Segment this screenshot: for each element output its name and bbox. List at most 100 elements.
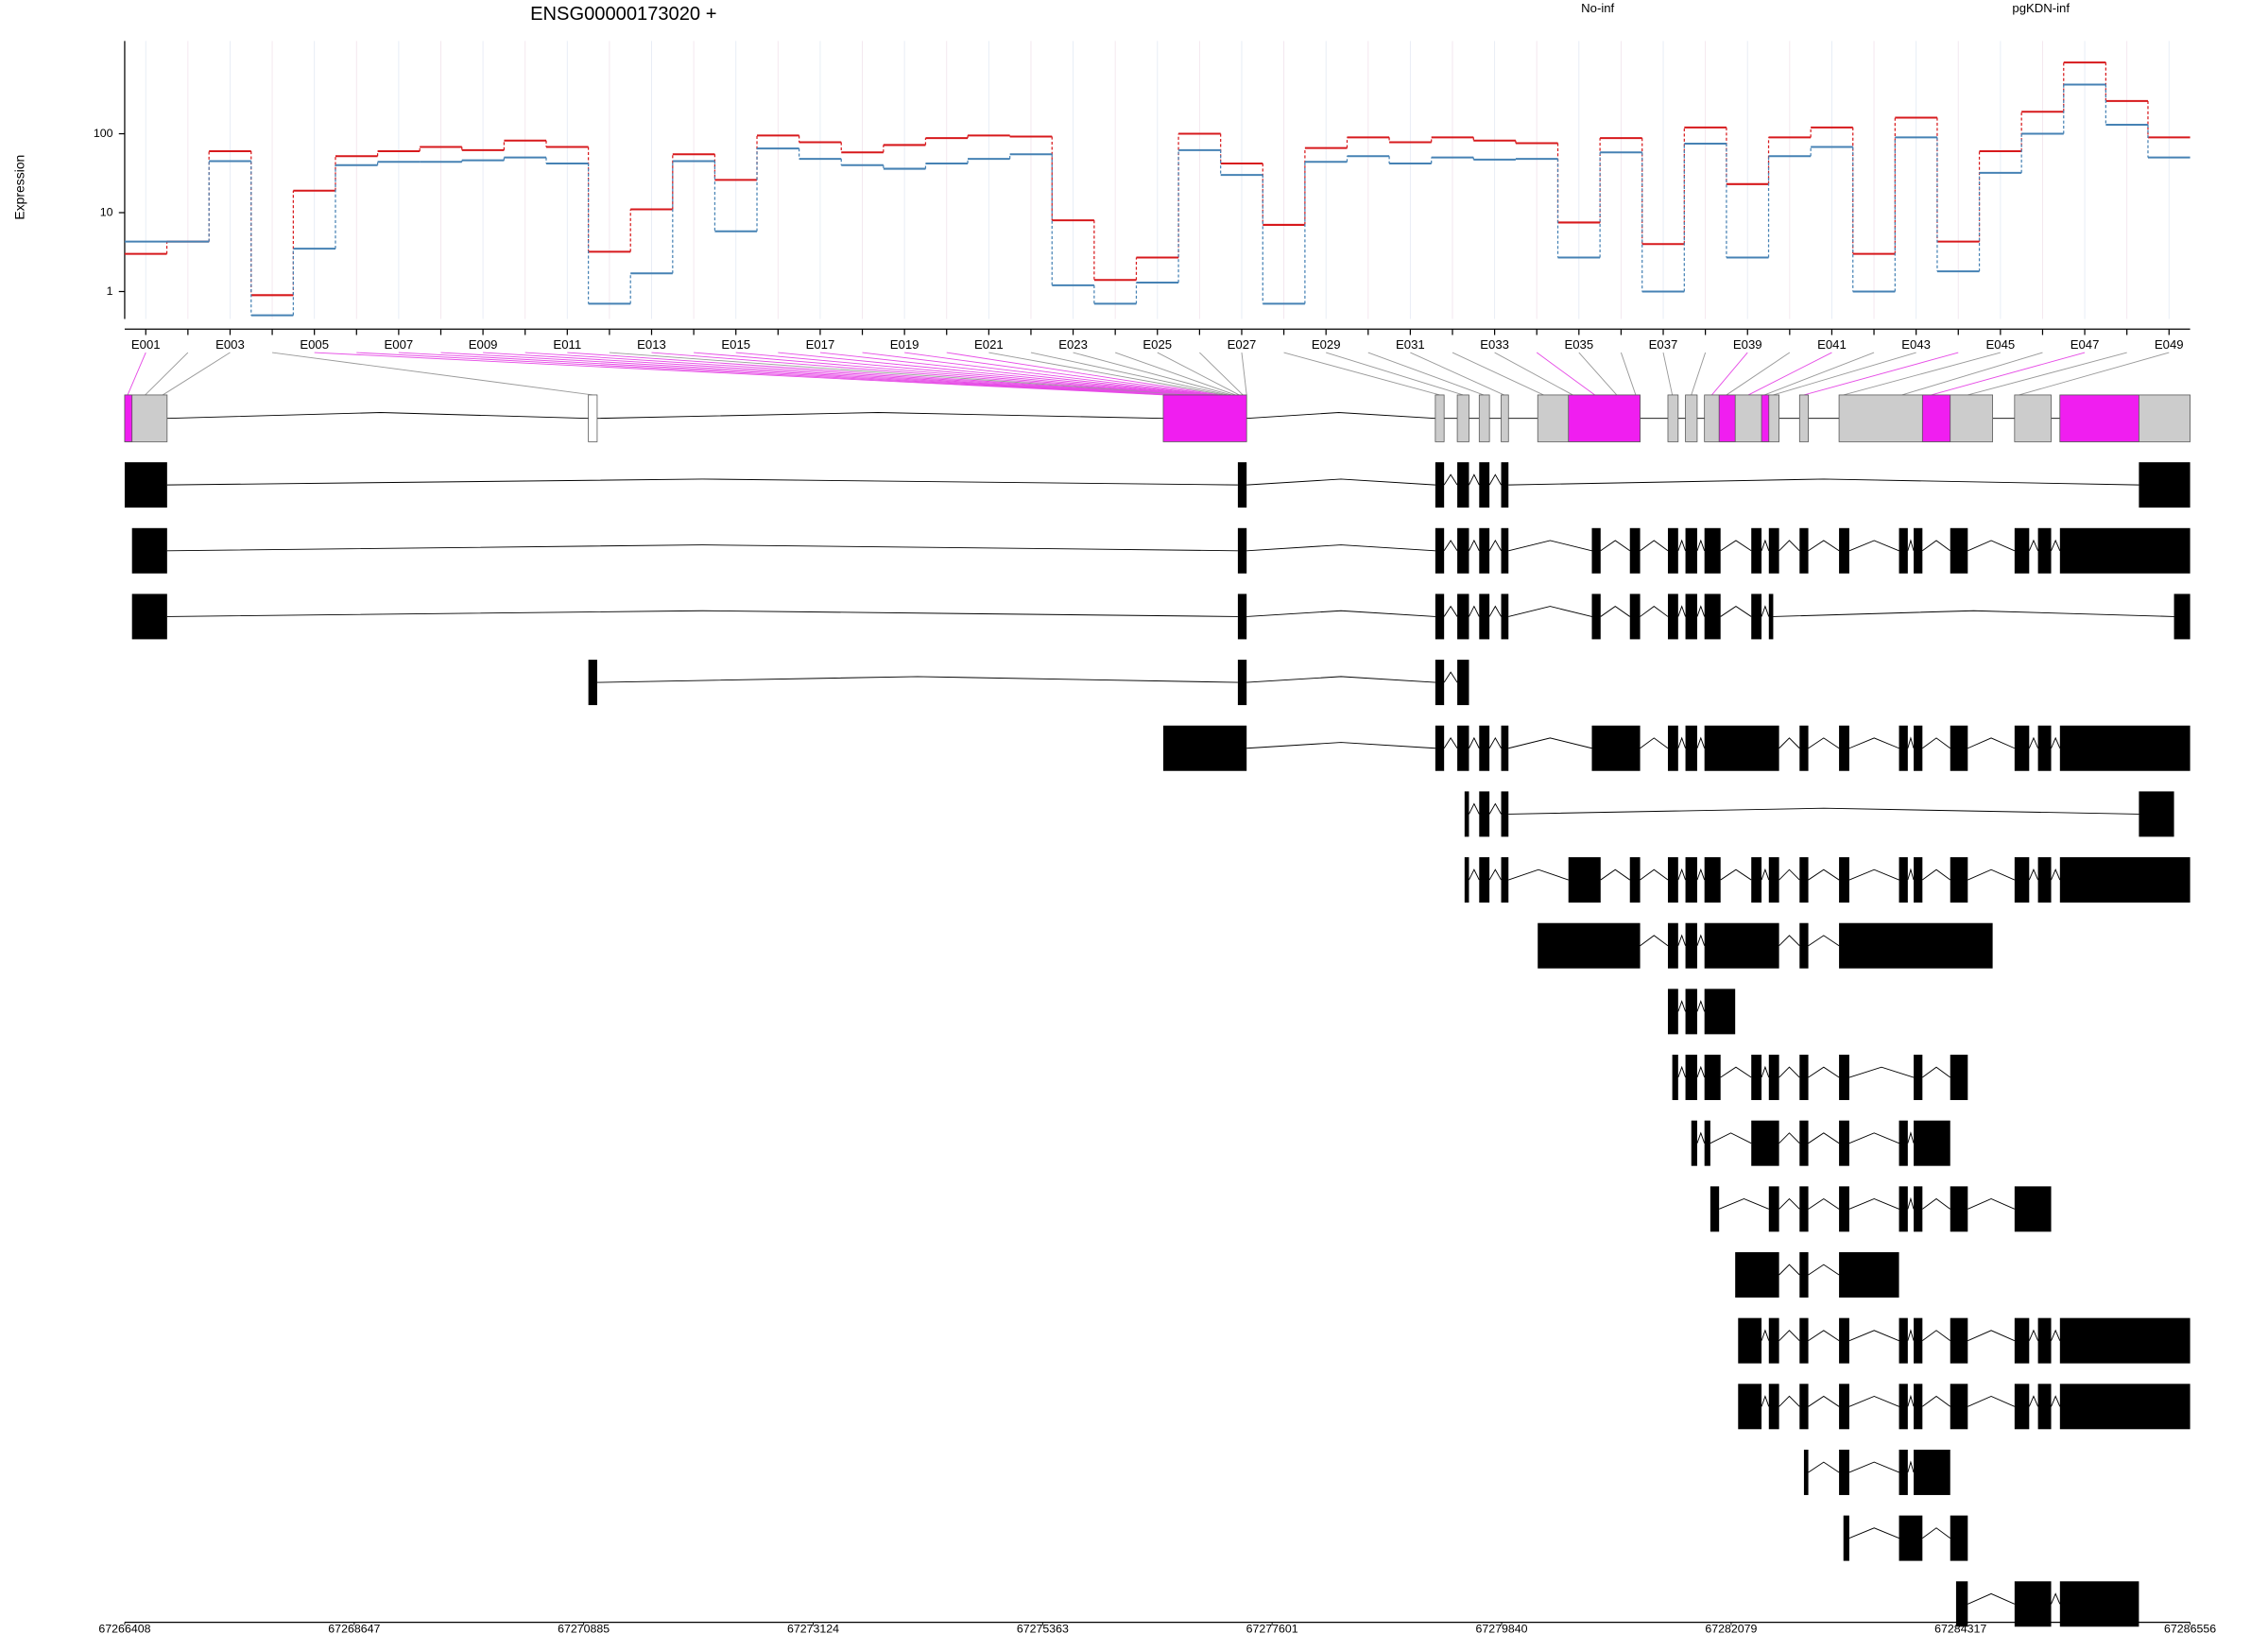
exon-connector — [988, 352, 1225, 396]
y-tick-label: 1 — [107, 284, 113, 298]
intron — [1720, 869, 1752, 881]
genomic-tick-label: 67284317 — [1934, 1623, 1986, 1634]
transcript-exon — [1768, 527, 1779, 574]
intron — [1778, 540, 1800, 552]
transcript-exon — [1501, 593, 1509, 640]
intron — [1761, 1329, 1770, 1341]
intron — [1848, 737, 1899, 749]
intron — [1469, 539, 1480, 551]
transcript-exon — [1751, 1120, 1779, 1166]
intron — [1696, 934, 1706, 946]
transcript-exon — [1479, 791, 1490, 837]
intron — [1677, 934, 1686, 946]
exon-connector — [1115, 352, 1236, 396]
exon-connector — [356, 352, 1169, 396]
transcript-exon — [1839, 857, 1849, 903]
exon-box — [2014, 394, 2052, 442]
intron — [166, 544, 1238, 552]
intron — [1696, 1131, 1706, 1144]
transcript-exon — [2037, 725, 2052, 771]
transcript-exon — [1457, 660, 1469, 706]
genomic-tick-label: 67275363 — [1017, 1623, 1069, 1634]
intron — [1600, 869, 1631, 881]
intron — [1907, 736, 1915, 748]
x-tick-label: E049 — [2155, 337, 2184, 352]
intron — [1808, 935, 1840, 947]
transcript-exon — [2037, 1317, 2052, 1364]
exon-connector — [145, 352, 189, 396]
transcript-exon — [2059, 527, 2191, 574]
intron — [1778, 1330, 1800, 1341]
intron — [1848, 1527, 1899, 1539]
intron — [1967, 1330, 2016, 1342]
exon-connector — [609, 352, 1192, 396]
x-tick-label: E011 — [553, 337, 581, 352]
exon-connector — [1410, 352, 1504, 396]
transcript-exon — [1501, 791, 1509, 837]
y-axis-label: Expression — [12, 155, 27, 220]
transcript-exon — [1457, 725, 1469, 771]
transcript-exon — [1955, 1581, 1968, 1627]
exon-connector — [946, 352, 1221, 396]
transcript-exon — [1950, 1384, 1968, 1430]
exon-connector — [1073, 352, 1232, 396]
intron — [1488, 473, 1502, 486]
transcript-exon — [1704, 1055, 1721, 1101]
transcript-exon — [1914, 1055, 1923, 1101]
intron — [1907, 868, 1915, 881]
exon-connector — [1843, 352, 2001, 396]
transcript-exon — [2014, 527, 2030, 574]
transcript-exon — [1950, 1317, 1968, 1364]
transcript-exon — [1501, 527, 1509, 574]
exon-box — [1798, 394, 1809, 442]
intron — [1720, 606, 1752, 617]
intron — [1778, 1395, 1800, 1407]
intron — [1246, 742, 1435, 749]
intron — [1488, 605, 1502, 617]
exon-connector — [1711, 352, 1748, 396]
exon-connector — [694, 352, 1199, 396]
intron — [1761, 605, 1770, 617]
exon-connector — [1157, 352, 1240, 396]
intron — [1808, 1197, 1840, 1210]
transcript-exon — [1839, 725, 1849, 771]
intron — [1677, 868, 1686, 881]
transcript-exon — [1237, 462, 1247, 508]
x-tick-label: E009 — [469, 337, 498, 352]
intron — [596, 676, 1238, 683]
exon-connector — [1901, 352, 2043, 396]
intron — [1848, 1461, 1899, 1473]
intron — [1922, 737, 1951, 749]
intron — [1808, 1395, 1840, 1407]
exon-box — [1838, 394, 1994, 442]
transcript-exon — [1839, 1055, 1849, 1101]
x-tick-label: E007 — [385, 337, 414, 352]
x-tick-label: E037 — [1649, 337, 1678, 352]
intron — [1696, 736, 1706, 748]
transcript-exon — [1667, 989, 1678, 1035]
exon-connector — [567, 352, 1188, 396]
x-tick-label: E041 — [1817, 337, 1847, 352]
transcript-exon — [1899, 1120, 1908, 1166]
transcript-exon — [1457, 593, 1469, 640]
genomic-tick-label: 67286556 — [2164, 1623, 2216, 1634]
transcript-exon — [1768, 593, 1774, 640]
intron — [1967, 540, 2016, 552]
transcript-exon — [1839, 1317, 1849, 1364]
transcript-exon — [1629, 857, 1641, 903]
intron — [1808, 869, 1840, 881]
intron — [1677, 736, 1686, 748]
transcript-exon — [1704, 857, 1721, 903]
intron — [1778, 1197, 1800, 1210]
transcript-exon — [1685, 725, 1697, 771]
transcript-exon — [1501, 462, 1509, 508]
transcript-exon — [2059, 857, 2191, 903]
exon-connector — [651, 352, 1195, 396]
intron — [1720, 1066, 1752, 1078]
intron — [166, 610, 1238, 617]
x-tick-label: E031 — [1396, 337, 1425, 352]
intron — [1778, 1132, 1800, 1144]
intron — [1907, 1196, 1915, 1210]
transcript-exon — [1914, 1317, 1923, 1364]
exon-connector — [1326, 352, 1464, 396]
